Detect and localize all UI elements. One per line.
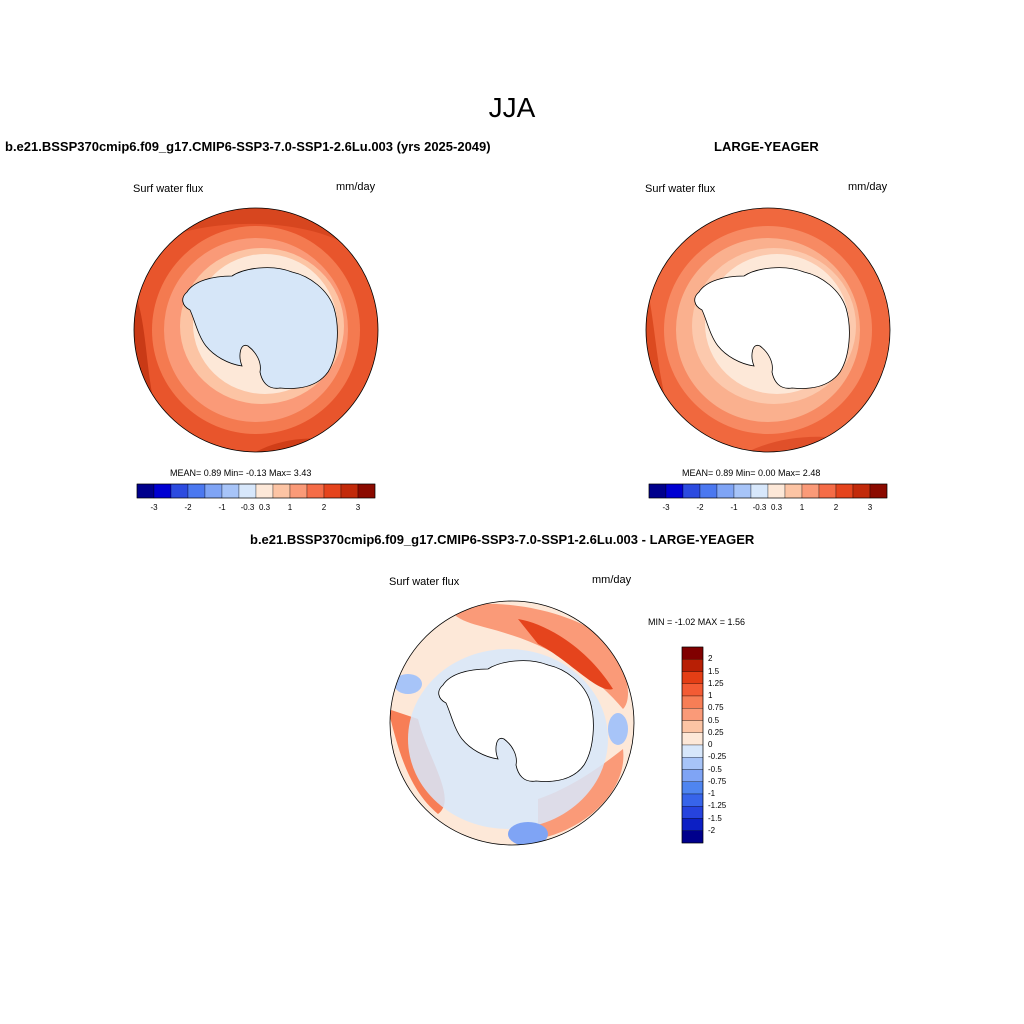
colorbar-tick-label: -1 [218, 503, 226, 512]
colorbar-tick-label: -1 [730, 503, 738, 512]
colorbar-swatch [835, 483, 854, 499]
panel1-title: b.e21.BSSP370cmip6.f09_g17.CMIP6-SSP3-7.… [5, 139, 491, 154]
colorbar-swatch [681, 744, 704, 758]
panel3-antarctica-coast [438, 660, 594, 782]
colorbar-swatch [681, 769, 704, 782]
colorbar-swatch [648, 483, 667, 499]
colorbar-tick-label: -2 [708, 825, 716, 835]
colorbar-tick-label: 1 [287, 503, 293, 512]
panel3-min-max: MIN = -1.02 MAX = 1.56 [648, 617, 746, 627]
colorbar-swatch [306, 483, 325, 499]
colorbar-swatch [289, 483, 308, 499]
colorbar-tick-label: -1.25 [708, 801, 727, 811]
colorbar-swatch [682, 483, 701, 499]
colorbar-swatch [681, 671, 704, 684]
colorbar-tick-label: -0.75 [708, 776, 727, 786]
colorbar-swatch [255, 483, 274, 499]
colorbar-swatch [818, 483, 837, 499]
colorbar-tick-label: -3 [150, 503, 158, 512]
colorbar-tick-label: 1 [799, 503, 805, 512]
colorbar-swatch [681, 793, 704, 807]
colorbar-tick-label: -1.5 [708, 813, 722, 823]
panel1-colorbar [136, 483, 376, 499]
colorbar-swatch [170, 483, 189, 499]
panel1-antarctica-coast [182, 267, 338, 389]
colorbar-swatch [204, 483, 223, 499]
colorbar-tick-label: 1.5 [708, 666, 720, 676]
colorbar-swatch [801, 483, 820, 499]
colorbar-swatch [272, 483, 291, 499]
colorbar-swatch [187, 483, 206, 499]
colorbar-tick-label: -1 [708, 789, 716, 798]
colorbar-swatch [699, 483, 718, 499]
panel2-colorbar [648, 483, 888, 499]
colorbar-swatch [340, 483, 359, 499]
colorbar-swatch [681, 646, 704, 660]
colorbar-swatch [681, 695, 704, 709]
panel3-colorbar [681, 646, 704, 844]
panel3-units-label: mm/day [592, 574, 632, 586]
colorbar-swatch [357, 483, 376, 499]
panel2-variable-label: Surf water flux [645, 183, 716, 195]
colorbar-tick-label: -0.3 [752, 503, 767, 512]
colorbar-tick-label: 1 [708, 691, 713, 700]
colorbar-swatch [153, 483, 172, 499]
colorbar-tick-label: 3 [355, 503, 361, 512]
panel3-variable-label: Surf water flux [389, 576, 460, 588]
colorbar-swatch [852, 483, 871, 499]
colorbar-swatch [238, 483, 257, 499]
panel1-stats: MEAN= 0.89 Min= -0.13 Max= 3.43 [170, 468, 312, 478]
panel2-stats: MEAN= 0.89 Min= 0.00 Max= 2.48 [682, 468, 821, 478]
colorbar-tick-label: 0.5 [708, 715, 720, 725]
colorbar-tick-label: 1.25 [708, 678, 724, 688]
colorbar-tick-label: 3 [867, 503, 873, 512]
colorbar-tick-label: -3 [662, 503, 670, 512]
colorbar-swatch [323, 483, 342, 499]
colorbar-swatch [681, 781, 704, 795]
colorbar-tick-label: -2 [696, 503, 704, 512]
colorbar-tick-label: 2 [321, 503, 327, 512]
colorbar-swatch [767, 483, 786, 499]
panel3-polar-map [389, 600, 635, 846]
page-title: JJA [488, 92, 536, 123]
panel1-polar-map [133, 207, 379, 453]
colorbar-swatch [784, 483, 803, 499]
colorbar-tick-label: -0.3 [240, 503, 255, 512]
colorbar-tick-label: -0.5 [708, 764, 722, 774]
colorbar-swatch [221, 483, 240, 499]
colorbar-swatch [733, 483, 752, 499]
colorbar-tick-label: 0.3 [770, 503, 783, 512]
colorbar-tick-label: -2 [184, 503, 192, 512]
colorbar-swatch [681, 683, 704, 697]
panel2-units-label: mm/day [848, 181, 888, 193]
colorbar-swatch [681, 818, 704, 831]
colorbar-swatch [681, 830, 704, 844]
colorbar-swatch [665, 483, 684, 499]
colorbar-swatch [681, 757, 704, 770]
colorbar-swatch [869, 483, 888, 499]
colorbar-tick-label: 0.25 [708, 727, 724, 737]
colorbar-swatch [716, 483, 735, 499]
colorbar-swatch [681, 720, 704, 733]
colorbar-swatch [681, 708, 704, 721]
colorbar-swatch [681, 732, 704, 746]
colorbar-tick-label: 2 [833, 503, 839, 512]
colorbar-swatch [681, 659, 704, 672]
panel3-title: b.e21.BSSP370cmip6.f09_g17.CMIP6-SSP3-7.… [250, 532, 755, 547]
panel2-title: LARGE-YEAGER [714, 139, 819, 154]
colorbar-tick-label: -0.25 [708, 752, 727, 762]
colorbar-swatch [136, 483, 155, 499]
colorbar-tick-label: 0.3 [258, 503, 271, 512]
panel2-antarctica-coast [694, 267, 850, 389]
panel1-variable-label: Surf water flux [133, 183, 204, 195]
colorbar-swatch [681, 806, 704, 819]
colorbar-tick-label: 2 [708, 654, 713, 664]
colorbar-tick-label: 0 [708, 740, 713, 749]
panel1-units-label: mm/day [336, 181, 376, 193]
colorbar-swatch [750, 483, 769, 499]
panel2-polar-map [645, 207, 891, 453]
colorbar-tick-label: 0.75 [708, 703, 724, 713]
